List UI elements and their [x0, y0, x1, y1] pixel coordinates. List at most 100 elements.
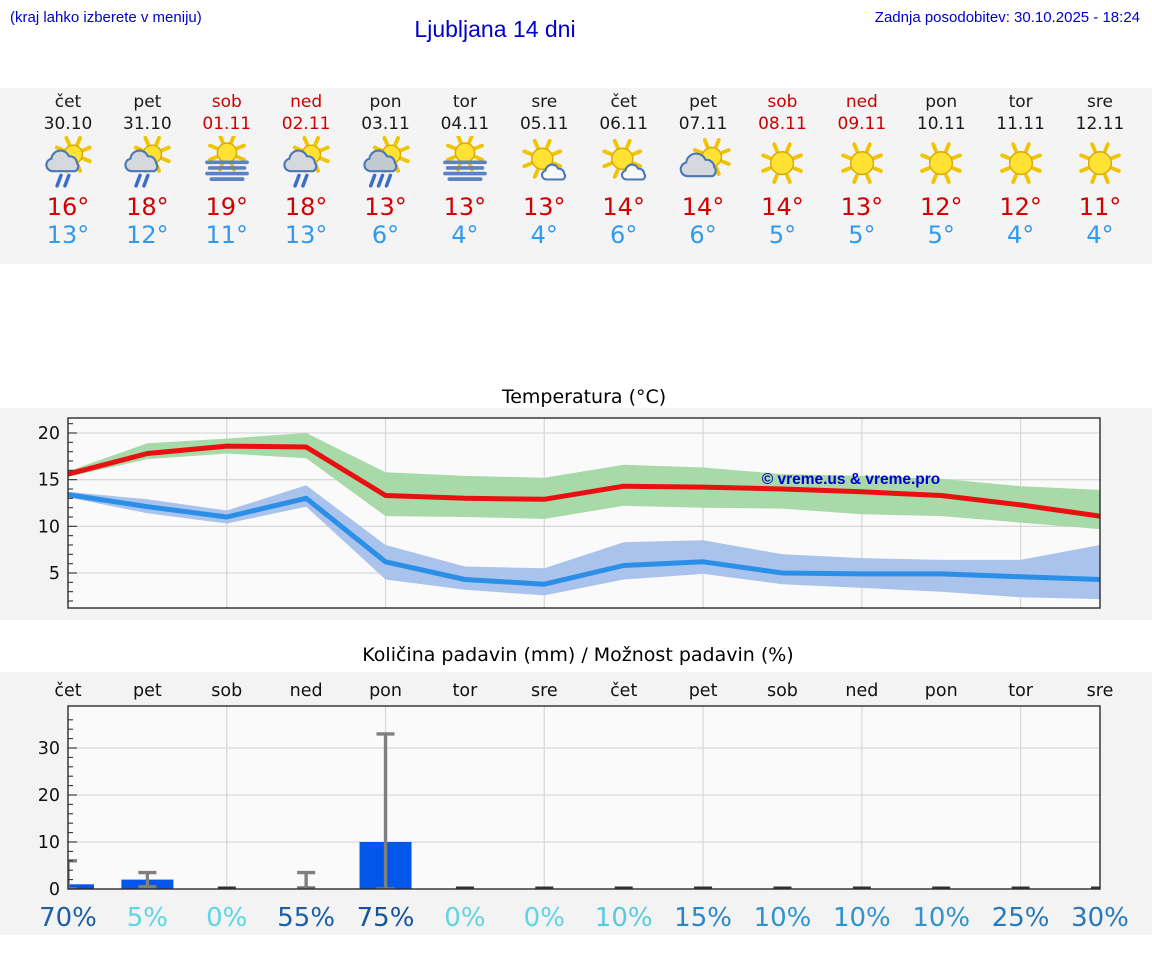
y-tick-label: 10: [38, 833, 60, 853]
precip-probability: 10%: [754, 903, 812, 933]
temperature-chart-title: Temperatura (°C): [501, 386, 667, 408]
day-column: pon 03.11 13° 6°: [346, 88, 426, 264]
precip-zero-mark: [217, 886, 236, 889]
page-title: Ljubljana 14 dni: [414, 16, 576, 42]
precip-day-label: sob: [211, 681, 242, 701]
day-high-temp: 14°: [602, 193, 645, 221]
weather-icon: [516, 136, 572, 192]
precip-error-bar: [376, 732, 395, 889]
day-column: ned 09.11 13° 5°: [822, 88, 902, 264]
sunny-icon: [999, 142, 1042, 184]
precip-zero-mark: [694, 886, 713, 889]
day-low-temp: 6°: [371, 221, 400, 249]
day-high-temp: 19°: [205, 193, 249, 221]
weather-icon: [119, 136, 175, 192]
day-column: čet 06.11 14° 6°: [584, 88, 664, 264]
sun-cloud-rain-icon: [283, 136, 330, 188]
day-date: 05.11: [519, 114, 569, 134]
day-column: pon 10.11 12° 5°: [901, 88, 981, 264]
precip-error-bar: [138, 870, 157, 889]
day-high-temp: 12°: [999, 193, 1042, 221]
cloud-sun-icon: [679, 138, 731, 178]
day-low-temp: 4°: [530, 221, 558, 249]
precip-day-label: pon: [369, 681, 402, 701]
day-date: 30.10: [43, 114, 93, 134]
day-low-temp: 11°: [205, 221, 249, 249]
precip-zero-mark: [773, 886, 792, 889]
sun-small-cloud-icon: [522, 138, 567, 181]
precip-probability: 75%: [357, 903, 415, 933]
precip-day-label: ned: [845, 681, 878, 701]
day-column: sob 08.11 14° 5°: [742, 88, 822, 264]
day-column: ned 02.11 18° 13°: [266, 88, 346, 264]
weather-icon: [40, 136, 96, 192]
day-column: čet 30.10 16° 13°: [28, 88, 108, 264]
day-name: pet: [689, 92, 718, 112]
sun-fog-icon: [443, 136, 487, 181]
precip-zero-mark: [614, 886, 633, 889]
day-high-temp: 11°: [1078, 193, 1122, 221]
sunny-icon: [761, 142, 804, 184]
day-name: ned: [290, 92, 323, 112]
day-date: 10.11: [916, 114, 966, 134]
temperature-series: [68, 433, 1100, 600]
precipitation-chart-title: Količina padavin (mm) / Možnost padavin …: [362, 644, 794, 666]
precip-zero-mark: [535, 886, 554, 889]
day-low-temp: 4°: [1086, 221, 1114, 249]
last-updated: Zadnja posodobitev: 30.10.2025 - 18:24: [874, 9, 1140, 26]
y-tick-label: 0: [49, 880, 60, 900]
day-low-temp: 4°: [451, 221, 479, 249]
sunny-icon: [841, 142, 883, 184]
precip-error-bar: [68, 859, 77, 889]
day-date: 02.11: [281, 114, 331, 134]
sun-small-cloud-icon: [602, 138, 646, 181]
day-high-temp: 16°: [46, 193, 90, 221]
day-low-temp: 13°: [284, 221, 328, 249]
precip-probability: 10%: [595, 903, 653, 933]
weather-icon: [1072, 136, 1128, 192]
weather-icon: [199, 136, 255, 192]
precip-error-bar: [297, 870, 316, 889]
weather-icon: [596, 136, 652, 192]
precip-probability: 5%: [127, 903, 168, 933]
day-date: 06.11: [599, 114, 649, 134]
watermark: © vreme.us & vreme.pro: [762, 471, 941, 488]
y-tick-label: 20: [38, 786, 60, 806]
precip-day-label: pon: [925, 681, 958, 701]
sun-cloud-heavy-rain-icon: [362, 136, 410, 188]
day-name: tor: [1008, 92, 1033, 112]
precip-day-label: pet: [689, 681, 718, 701]
precip-day-label: sre: [531, 681, 558, 701]
weather-icon: [675, 136, 731, 192]
day-column: tor 04.11 13° 4°: [425, 88, 505, 264]
sunny-icon: [1079, 142, 1121, 184]
precip-day-label: sre: [1087, 681, 1114, 701]
precip-probability: 0%: [524, 903, 565, 933]
weather-icon: [437, 136, 493, 192]
precipitation-series: [68, 732, 1100, 889]
precip-zero-mark: [455, 886, 474, 889]
precip-probability: 25%: [992, 903, 1050, 933]
day-name: čet: [54, 92, 82, 112]
day-column: pet 31.10 18° 12°: [107, 88, 187, 264]
weather-icon: [913, 136, 969, 192]
day-low-temp: 5°: [768, 221, 797, 249]
day-date: 12.11: [1075, 114, 1125, 134]
day-date: 03.11: [361, 114, 410, 134]
precip-bar: [68, 884, 94, 889]
day-high-temp: 14°: [681, 193, 725, 221]
weather-icon: [993, 136, 1049, 192]
temperature-plot: 5 10 15 20 © vreme.us & vreme.pro: [38, 417, 1101, 609]
day-name: sob: [211, 92, 242, 112]
sunny-icon: [920, 142, 963, 184]
day-name: čet: [610, 92, 637, 112]
precip-probability: 10%: [833, 903, 891, 933]
temperature-chart: 5 10 15 20 © vreme.us & vreme.pro: [0, 408, 1152, 620]
day-low-temp: 4°: [1006, 221, 1035, 249]
day-date: 11.11: [996, 114, 1045, 134]
precipitation-plot: čet pet sob ned pon tor sre čet pet sob ned pon tor s…: [38, 681, 1129, 933]
weather-icon: [358, 136, 414, 192]
location-hint: (kraj lahko izberete v meniju): [10, 9, 202, 26]
y-tick-label: 10: [38, 517, 60, 537]
day-high-temp: 18°: [284, 193, 328, 221]
